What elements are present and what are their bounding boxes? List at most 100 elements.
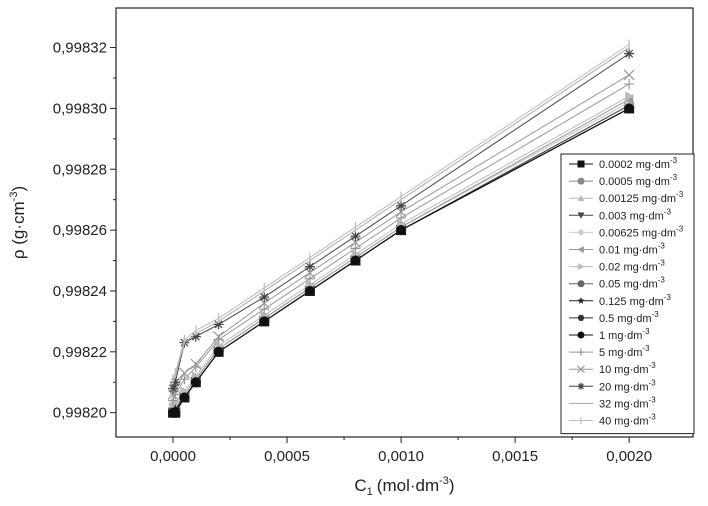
legend-label-superscript: -3 <box>649 378 657 387</box>
legend-item: 0.0005 mg·dm-3 <box>569 173 678 188</box>
data-point <box>213 319 224 330</box>
x-tick-label: 0,0010 <box>378 448 424 465</box>
legend-label: 0.5 mg·dm-3 <box>599 310 659 325</box>
legend-label-text: 0.125 mg·dm <box>599 296 664 308</box>
legend-label-superscript: -3 <box>649 361 657 370</box>
y-tick-label: 0,99828 <box>53 161 107 178</box>
legend-item: 0.125 mg·dm-3 <box>569 293 671 308</box>
series-layer <box>167 39 635 418</box>
series-line <box>173 107 630 414</box>
legend-label: 0.00625 mg·dm-3 <box>599 224 684 239</box>
y-axis-title-main: ρ (g·cm <box>9 201 28 259</box>
legend-label-text: 32 mg·dm <box>599 398 649 410</box>
series-line <box>172 74 630 395</box>
legend-label-text: 10 mg·dm <box>599 364 649 376</box>
legend-marker <box>577 246 584 253</box>
legend-item: 0.5 mg·dm-3 <box>569 310 659 325</box>
legend-item: 0.02 mg·dm-3 <box>569 259 665 274</box>
legend-label-text: 5 mg·dm <box>599 347 642 359</box>
legend-label: 20 mg·dm-3 <box>599 378 656 393</box>
legend-marker <box>577 365 585 374</box>
series-line <box>172 83 630 401</box>
data-point <box>259 304 270 315</box>
legend-marker <box>577 314 585 321</box>
x-axis-title-subscript: 1 <box>367 486 373 498</box>
y-tick-label: 0,99832 <box>53 40 107 57</box>
data-point <box>623 69 635 81</box>
data-point <box>625 91 635 102</box>
legend-marker <box>577 296 585 304</box>
y-tick-label: 0,99824 <box>53 283 107 300</box>
data-point <box>350 255 361 266</box>
data-point <box>259 292 270 303</box>
legend-item: 0.003 mg·dm-3 <box>569 207 671 222</box>
legend-label: 0.003 mg·dm-3 <box>599 207 671 222</box>
legend-label-superscript: -3 <box>664 207 672 216</box>
x-tick-label: 0,0020 <box>606 448 652 465</box>
data-point <box>350 243 361 254</box>
legend-label: 40 mg·dm-3 <box>599 413 656 428</box>
series-line <box>172 47 630 383</box>
legend-item: 32 mg·dm-3 <box>569 395 656 410</box>
x-tick-label: 0,0005 <box>264 448 310 465</box>
data-point <box>396 200 407 211</box>
y-axis-title-superscript: -3 <box>8 192 20 202</box>
legend-label: 5 mg·dm-3 <box>599 344 650 359</box>
legend-label-superscript: -3 <box>670 173 678 182</box>
data-point <box>170 407 181 418</box>
legend-item: 1 mg·dm-3 <box>569 327 650 342</box>
y-tick-label: 0,99822 <box>53 344 107 361</box>
y-tick-label: 0,99820 <box>53 405 107 422</box>
series-group <box>168 103 635 418</box>
legend-item: 20 mg·dm-3 <box>569 378 656 393</box>
legend-marker <box>577 194 585 201</box>
legend-label: 0.0005 mg·dm-3 <box>599 173 678 188</box>
legend-item: 0.01 mg·dm-3 <box>569 242 665 257</box>
tick-layer: 0,0000 0,0005 0,0010 0,0015 0,0020 0,99820 0,9… <box>53 40 652 465</box>
legend-label-superscript: -3 <box>664 293 672 302</box>
legend-label-superscript: -3 <box>658 276 666 285</box>
series-line <box>172 98 630 410</box>
legend-label-superscript: -3 <box>642 327 650 336</box>
legend-item: 0.00125 mg·dm-3 <box>569 190 684 205</box>
legend-label-superscript: -3 <box>649 413 657 422</box>
data-point <box>396 225 407 236</box>
legend-label-superscript: -3 <box>642 344 650 353</box>
y-tick-label: 0,99830 <box>53 100 107 117</box>
data-point <box>624 79 635 90</box>
legend-label: 1 mg·dm-3 <box>599 327 650 342</box>
legend-item: 0.00625 mg·dm-3 <box>569 224 684 239</box>
legend-label-text: 0.5 mg·dm <box>599 313 652 325</box>
legend-label: 32 mg·dm-3 <box>599 395 656 410</box>
legend-label-superscript: -3 <box>652 310 660 319</box>
data-point <box>213 346 224 357</box>
legend-label: 0.01 mg·dm-3 <box>599 242 665 257</box>
x-axis-title-symbol: C <box>354 476 366 495</box>
x-axis-title-unit: (mol·dm <box>377 476 439 495</box>
x-axis-title-close: ) <box>449 476 455 495</box>
data-point <box>213 331 225 343</box>
data-point <box>178 367 190 379</box>
legend-item: 10 mg·dm-3 <box>569 361 656 376</box>
legend-label-text: 0.003 mg·dm <box>599 210 664 222</box>
data-point <box>396 212 407 223</box>
legend-marker <box>577 160 585 168</box>
series-line <box>172 53 630 389</box>
legend-label-superscript: -3 <box>670 156 678 165</box>
data-point <box>190 331 201 342</box>
legend-label: 0.0002 mg·dm-3 <box>599 156 678 171</box>
x-axis-title: C1 (mol·dm-3) <box>354 475 454 498</box>
legend-item: 0.0002 mg·dm-3 <box>569 156 678 171</box>
y-tick-label: 0,99826 <box>53 222 107 239</box>
legend-label-superscript: -3 <box>658 259 666 268</box>
legend-label-text: 0.00125 mg·dm <box>599 193 676 205</box>
legend-label-superscript: -3 <box>676 190 684 199</box>
data-point <box>350 231 361 242</box>
y-axis-title-close: ) <box>9 186 28 192</box>
data-point <box>304 285 315 296</box>
legend-label-text: 0.00625 mg·dm <box>599 227 676 239</box>
legend-marker <box>577 177 585 185</box>
legend-label: 0.00125 mg·dm-3 <box>599 190 684 205</box>
data-point <box>190 377 201 388</box>
